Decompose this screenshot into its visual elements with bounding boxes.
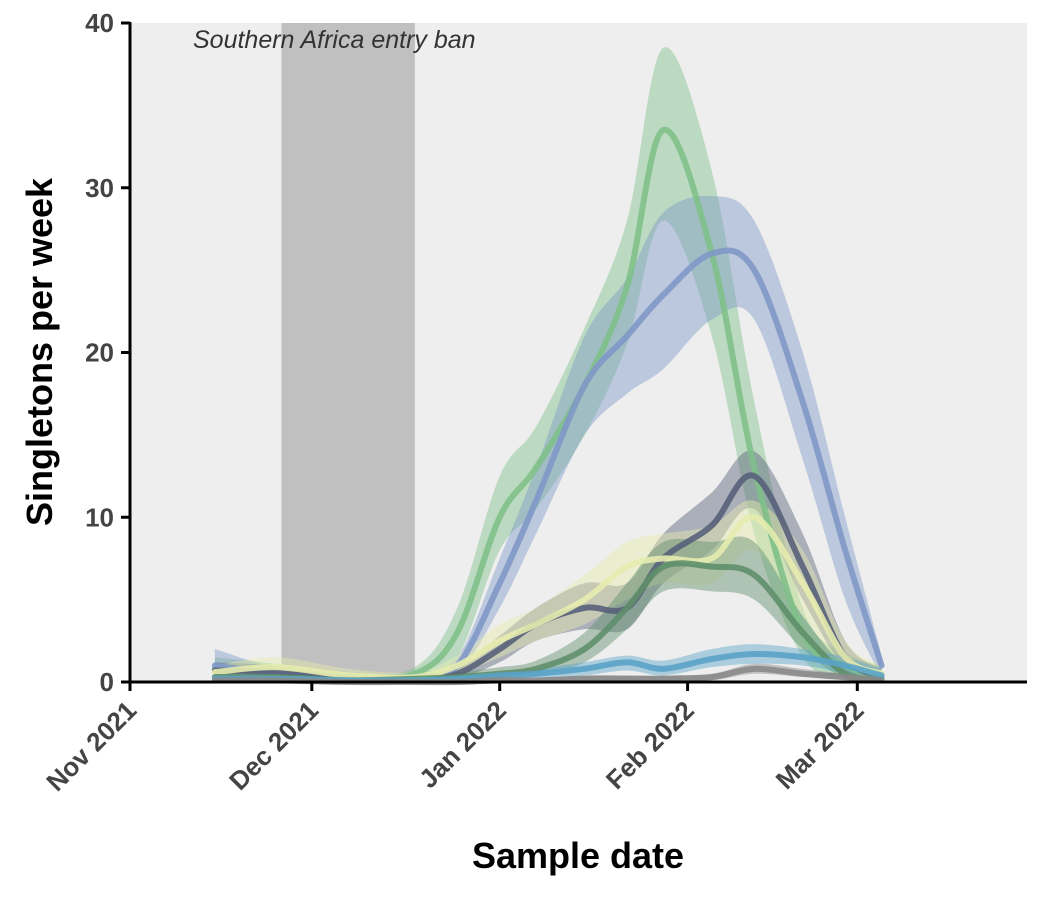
x-tick-label: Nov 2021 (40, 695, 142, 797)
y-tick-label: 10 (85, 502, 114, 532)
series-3-band (214, 450, 882, 683)
y-axis-title: Singletons per week (19, 177, 60, 526)
entry-ban-annotation: Southern Africa entry ban (193, 26, 476, 54)
series-6-band (214, 644, 882, 683)
x-tick-label: Jan 2022 (413, 695, 512, 794)
y-tick-label: 20 (85, 338, 114, 368)
entry-ban-shaded-region (281, 23, 415, 682)
plot-background (130, 23, 1027, 682)
series-4-band (214, 500, 882, 682)
x-tick-label: Mar 2022 (770, 695, 870, 795)
x-axis-title: Sample date (472, 835, 684, 876)
series-1-band (214, 47, 882, 683)
series-5-band (214, 536, 882, 683)
series-4-line (211, 514, 885, 681)
y-tick-label: 40 (85, 8, 114, 38)
y-tick-label: 0 (100, 667, 114, 697)
y-tick-label: 30 (85, 173, 114, 203)
series-2-band (214, 195, 882, 683)
x-tick-label: Feb 2022 (600, 695, 700, 795)
x-tick-label: Dec 2021 (223, 695, 324, 796)
